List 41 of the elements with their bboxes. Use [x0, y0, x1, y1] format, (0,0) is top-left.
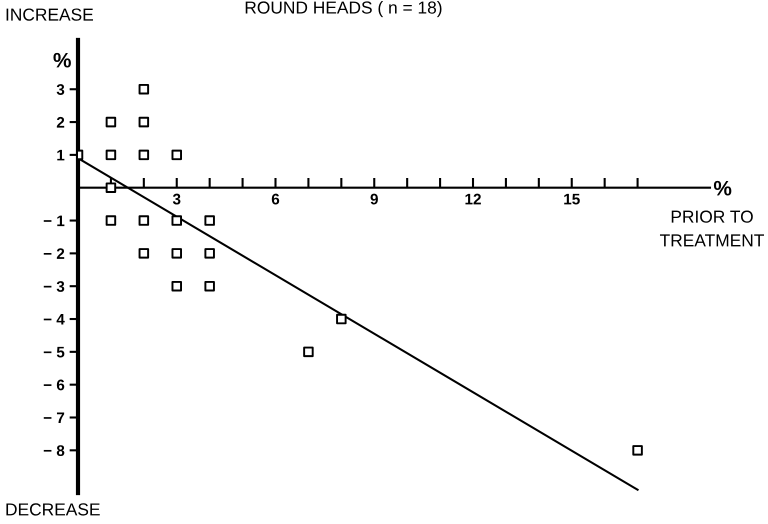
x-tick-label: 3 — [172, 194, 180, 205]
x-tick-label: 12 — [465, 194, 481, 204]
point — [106, 116, 116, 128]
point — [336, 314, 347, 324]
y-tick-label: − 5 — [44, 346, 64, 358]
text: INCREASE — [6, 8, 94, 21]
point — [138, 215, 150, 226]
y-tick-label: 2 — [56, 116, 64, 128]
y-tick-label: − 4 — [44, 314, 65, 325]
y-tick-label: − 3 — [44, 281, 64, 292]
y-tick-label: 1 — [57, 150, 64, 160]
point — [106, 215, 116, 226]
x-tick-label: 6 — [272, 194, 280, 204]
x-axis-title: % — [714, 180, 732, 196]
point — [632, 445, 643, 456]
point — [138, 84, 150, 94]
point — [171, 280, 182, 292]
annotation: PRIOR TO TREATMENT — [660, 210, 764, 246]
chart-title: ROUND HEADS ( n = 18) — [246, 0, 442, 18]
point — [106, 150, 116, 160]
x-tick-label: 9 — [370, 194, 378, 204]
y-tick-label: 3 — [56, 84, 64, 95]
point — [171, 248, 182, 259]
point — [303, 346, 314, 358]
point — [204, 215, 215, 226]
point — [204, 280, 215, 292]
x-tick-label: 15 — [564, 194, 580, 204]
y-tick-label: − 7 — [44, 412, 64, 424]
y-tick-label: − 2 — [44, 248, 64, 259]
point — [171, 150, 182, 160]
point — [204, 248, 215, 259]
y-axis-title: % — [53, 52, 71, 68]
y-tick-label: − 6 — [44, 380, 64, 390]
y-tick-label: − 1 — [44, 216, 64, 226]
y-tick-label: − 8 — [44, 445, 64, 456]
point — [138, 150, 150, 160]
point — [106, 182, 116, 193]
point — [138, 248, 150, 259]
point — [138, 116, 150, 128]
text: DECREASE — [6, 503, 100, 516]
point — [171, 215, 182, 226]
